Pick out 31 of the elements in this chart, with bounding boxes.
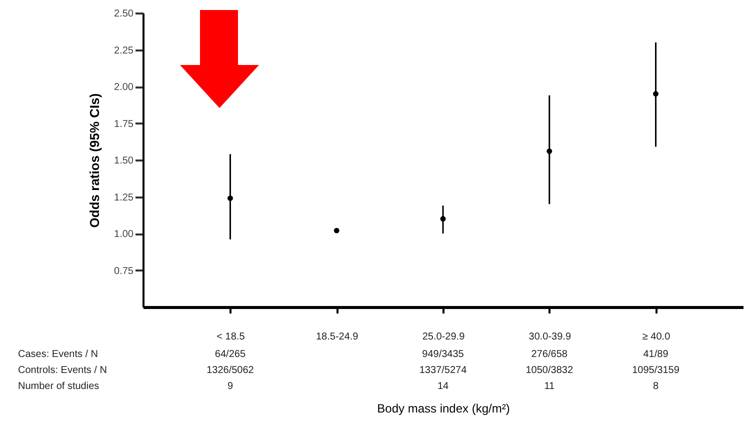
text: 64/265 bbox=[214, 349, 246, 360]
text: 949/3435 bbox=[422, 349, 464, 360]
y-tick-label: 1.50 bbox=[114, 156, 134, 166]
text: 1095/3159 bbox=[632, 365, 680, 376]
text: 1050/3832 bbox=[526, 365, 574, 376]
y-tick-label: 2.00 bbox=[114, 82, 134, 93]
x-tick-label: 25.0-29.9 bbox=[422, 332, 466, 342]
y-tick-label: 1.25 bbox=[114, 192, 134, 204]
y-axis-title: Odds ratios (95% CIs) bbox=[87, 93, 102, 228]
y-tick-label: 2.50 bbox=[114, 8, 134, 20]
x-tick-label: < 18.5 bbox=[216, 332, 246, 342]
text: 11 bbox=[544, 381, 556, 392]
text: 8 bbox=[652, 381, 659, 392]
y-tick-label: 0.75 bbox=[114, 266, 134, 277]
y-tick-label: 2.25 bbox=[114, 45, 134, 56]
y-tick-label: 1.75 bbox=[114, 118, 134, 130]
text: 1337/5274 bbox=[419, 365, 468, 376]
text: 41/89 bbox=[643, 349, 669, 360]
text: 276/658 bbox=[531, 349, 568, 360]
text: 1326/5062 bbox=[206, 365, 254, 376]
text: Number of studies bbox=[18, 381, 100, 392]
x-tick-label: ≥ 40.0 bbox=[642, 332, 671, 342]
y-tick-label: 1.00 bbox=[114, 229, 134, 240]
text: 14 bbox=[437, 381, 449, 392]
x-tick-label: 30.0-39.9 bbox=[528, 332, 572, 342]
text: Cases: Events / N bbox=[18, 349, 98, 360]
x-tick-label: 18.5-24.9 bbox=[316, 332, 359, 342]
point bbox=[334, 228, 340, 234]
text: Controls: Events / N bbox=[18, 365, 107, 376]
text: 9 bbox=[227, 381, 234, 392]
x-axis-title: Body mass index (kg/m²) bbox=[377, 402, 510, 416]
